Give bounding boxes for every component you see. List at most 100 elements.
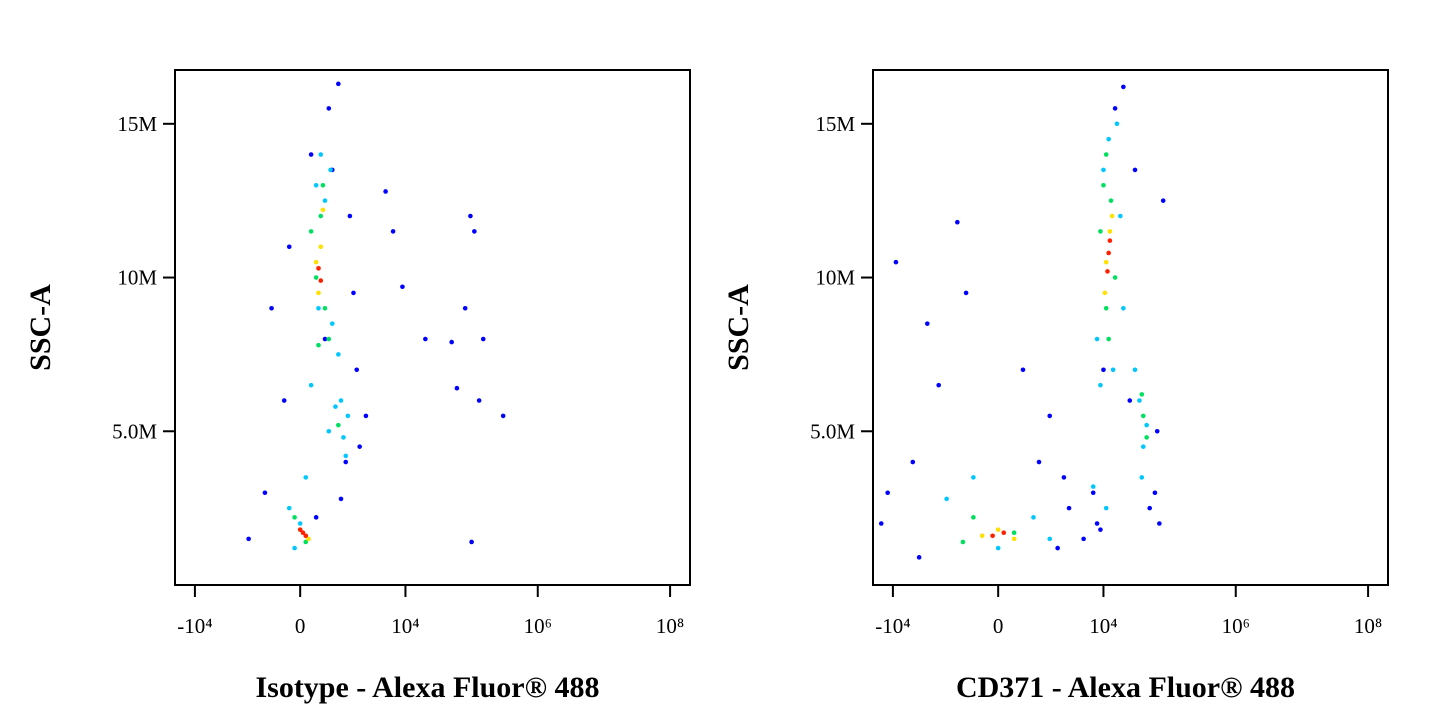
x-axis-title: CD371 - Alexa Fluor® 488 [956, 671, 1295, 704]
x-tick-label: 0 [993, 614, 1004, 638]
event-dot [1036, 459, 1042, 465]
event-dot [318, 244, 324, 250]
event-dot [454, 385, 460, 391]
event-dot [1132, 367, 1138, 373]
event-dot [893, 259, 899, 265]
event-dot [316, 290, 321, 296]
event-dot [1132, 167, 1138, 173]
event-dot [308, 229, 314, 234]
event-dot [1109, 213, 1115, 219]
event-dot [995, 545, 1001, 551]
y-axis-title: SSC-A [722, 284, 755, 371]
event-dot [476, 398, 482, 403]
event-dot [1103, 259, 1109, 265]
event-dot [1144, 435, 1149, 440]
event-dot [343, 453, 349, 459]
event-dot [1147, 505, 1152, 511]
event-dot [1106, 336, 1111, 342]
event-dot [936, 382, 942, 388]
event-dot [1139, 392, 1145, 397]
event-dot [1144, 422, 1149, 428]
event-dot [1101, 182, 1106, 188]
event-dot [1112, 106, 1118, 111]
event-dot [955, 219, 960, 225]
x-axis-title: Isotype - Alexa Fluor® 488 [255, 671, 599, 704]
event-dot [995, 527, 1001, 532]
event-dot [1106, 250, 1111, 256]
event-dot [1055, 545, 1060, 551]
event-dot [292, 515, 297, 520]
event-dot [292, 545, 297, 551]
event-dot [1114, 121, 1120, 127]
event-dot [329, 321, 335, 326]
event-dot [351, 290, 356, 296]
event-dot [313, 515, 319, 520]
event-dot [1081, 536, 1086, 542]
event-dot [308, 382, 314, 388]
x-tick-label: 10⁸ [1354, 614, 1382, 638]
event-dot [468, 213, 473, 219]
event-dot [328, 167, 333, 173]
event-dot [1011, 536, 1017, 542]
event-dot [336, 81, 341, 87]
event-dot [910, 459, 916, 465]
event-dot [363, 413, 369, 419]
event-dot [916, 555, 922, 560]
event-dot [313, 259, 319, 265]
event-dot [316, 266, 321, 271]
event-dot [297, 521, 303, 526]
event-dot [1157, 521, 1162, 526]
event-dot [1061, 475, 1067, 480]
event-dot [1047, 413, 1053, 419]
plot: 5.0M 10M 15M -10⁴ 0 10⁴ 10⁶ 10⁸ CD371 - Alexa Fl… [722, 69, 1389, 704]
y-axis-title: SSC-A [24, 284, 57, 371]
event-dot [326, 106, 332, 111]
event-dot [1106, 136, 1111, 142]
event-dot [338, 496, 344, 502]
event-dot [313, 182, 319, 188]
event-dot [1098, 382, 1103, 388]
event-dot [343, 459, 349, 465]
event-dot [469, 539, 474, 545]
event-dot [925, 321, 930, 326]
event-dot [1090, 490, 1096, 496]
event-dot [303, 539, 309, 545]
event-dot [297, 527, 303, 532]
event-dot [1047, 536, 1053, 542]
event-dot [1098, 527, 1103, 532]
event-dot [246, 536, 251, 542]
event-dot [1102, 290, 1108, 296]
event-dot [1090, 484, 1096, 489]
event-dot [1094, 336, 1100, 342]
event-dot [320, 207, 326, 213]
event-dot [313, 275, 319, 280]
event-dot [971, 475, 976, 480]
event-dot [1160, 198, 1166, 203]
event-dot [1066, 505, 1072, 511]
x-tick-label: 10⁴ [391, 614, 419, 638]
event-dot [345, 413, 351, 419]
y-tick-label: 5.0M [810, 419, 855, 443]
event-dot [322, 198, 328, 203]
event-dot [990, 533, 995, 539]
event-dot [281, 398, 287, 403]
event-dot [971, 515, 976, 520]
y-tick-label: 5.0M [112, 419, 157, 443]
event-dot [878, 521, 884, 526]
event-dot [269, 305, 274, 311]
event-dot [1094, 521, 1100, 526]
y-tick-label: 10M [815, 266, 855, 290]
event-dot [1140, 413, 1146, 419]
event-dot [480, 336, 486, 342]
event-dot [354, 367, 360, 373]
event-dot [400, 284, 405, 290]
event-dot [1001, 530, 1007, 536]
event-dot [318, 213, 324, 219]
x-tick-label: 10⁸ [656, 614, 684, 638]
event-dot [1110, 367, 1116, 373]
event-dot [262, 490, 268, 496]
event-dot [318, 152, 324, 157]
event-dot [1140, 444, 1146, 449]
event-dot [1154, 428, 1160, 434]
event-dot [423, 336, 428, 342]
